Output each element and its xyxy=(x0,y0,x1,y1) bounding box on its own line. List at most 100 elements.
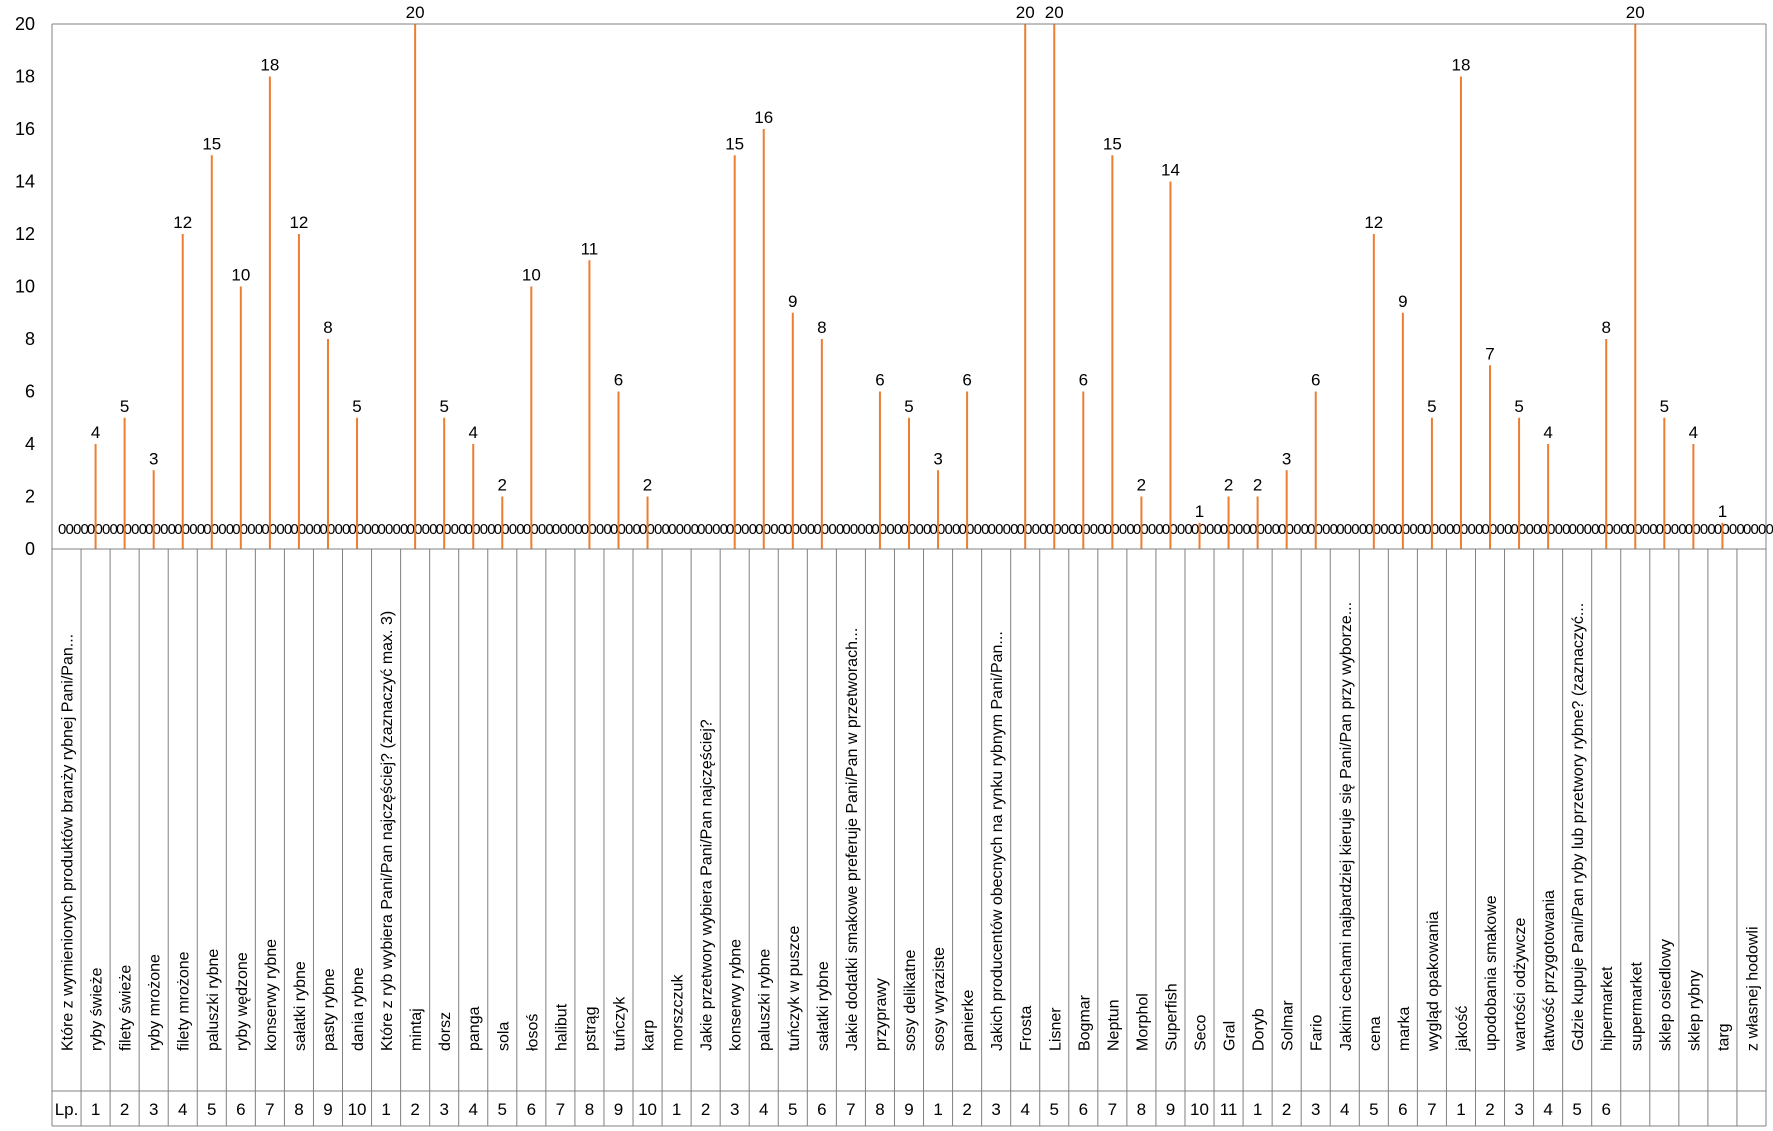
zero-label: 0 xyxy=(974,521,982,538)
zero-label: 0 xyxy=(1133,521,1141,538)
category-label: Jakimi cechami najbardziej kieruje się P… xyxy=(1338,602,1355,1051)
bar xyxy=(1053,24,1056,549)
zero-label: 0 xyxy=(305,521,313,538)
zero-label: 0 xyxy=(662,521,670,538)
lp-label: 1 xyxy=(1253,1100,1262,1119)
lp-label: 5 xyxy=(498,1100,507,1119)
zero-label: 0 xyxy=(1394,521,1402,538)
zero-label: 0 xyxy=(378,521,386,538)
lp-label: 6 xyxy=(1601,1100,1610,1119)
zero-label: 0 xyxy=(1475,521,1483,538)
zero-label: 0 xyxy=(1409,521,1417,538)
zero-label: 0 xyxy=(850,521,858,538)
zero-label: 0 xyxy=(1562,521,1570,538)
zero-label: 0 xyxy=(654,521,662,538)
lp-label: 4 xyxy=(1020,1100,1029,1119)
bar xyxy=(1256,496,1259,549)
bar xyxy=(937,470,940,549)
zero-label: 0 xyxy=(1540,521,1548,538)
data-label: 4 xyxy=(1689,423,1698,442)
lp-label: 2 xyxy=(962,1100,971,1119)
category-label: tuńczyk w puszce xyxy=(786,926,803,1051)
category-label: hipermarket xyxy=(1599,966,1616,1051)
zero-label: 0 xyxy=(487,521,495,538)
y-tick-label: 16 xyxy=(15,119,35,139)
data-label: 7 xyxy=(1485,344,1494,363)
zero-label: 0 xyxy=(886,521,894,538)
zero-label: 0 xyxy=(1373,521,1381,538)
bars xyxy=(94,24,1724,549)
zero-label: 0 xyxy=(1736,521,1744,538)
zero-label: 0 xyxy=(1322,521,1330,538)
zero-label: 0 xyxy=(349,521,357,538)
zero-label: 0 xyxy=(145,521,153,538)
zero-label: 0 xyxy=(284,521,292,538)
category-label: Jakie dodatki smakowe preferuje Pani/Pan… xyxy=(844,628,861,1051)
zero-label: 0 xyxy=(160,521,168,538)
zero-label: 0 xyxy=(422,521,430,538)
lp-label: 2 xyxy=(1282,1100,1291,1119)
zero-label: 0 xyxy=(168,521,176,538)
data-label: 2 xyxy=(498,476,507,495)
y-tick-label: 8 xyxy=(25,329,35,349)
lp-label: 2 xyxy=(410,1100,419,1119)
zero-label: 0 xyxy=(1555,521,1563,538)
lp-label: 5 xyxy=(1050,1100,1059,1119)
lp-label: 6 xyxy=(1079,1100,1088,1119)
data-label: 12 xyxy=(1364,213,1383,232)
zero-label: 0 xyxy=(1685,521,1693,538)
zero-label: 0 xyxy=(313,521,321,538)
zero-label: 0 xyxy=(1750,521,1758,538)
data-label: 15 xyxy=(1103,134,1122,153)
data-label: 1 xyxy=(1718,502,1727,521)
data-label: 3 xyxy=(933,449,942,468)
category-label: marka xyxy=(1396,1006,1413,1051)
zero-label: 0 xyxy=(952,521,960,538)
category-label: Które z wymienionych produktów branży ry… xyxy=(60,634,77,1051)
bar xyxy=(1024,24,1027,549)
zero-label: 0 xyxy=(1003,521,1011,538)
zero-label: 0 xyxy=(1423,521,1431,538)
zero-label: 0 xyxy=(1301,521,1309,538)
zero-label: 0 xyxy=(632,521,640,538)
zero-label: 0 xyxy=(516,521,524,538)
zero-label: 0 xyxy=(734,521,742,538)
zero-label: 0 xyxy=(1053,521,1061,538)
category-label: z własnej hodowli xyxy=(1744,926,1761,1051)
zero-label: 0 xyxy=(197,521,205,538)
lp-label: 8 xyxy=(875,1100,884,1119)
zero-label: 0 xyxy=(1460,521,1468,538)
bar xyxy=(1634,24,1637,549)
bar xyxy=(966,391,969,549)
zero-label: 0 xyxy=(1315,521,1323,538)
data-label: 12 xyxy=(289,213,308,232)
y-tick-label: 12 xyxy=(15,224,35,244)
y-tick-label: 14 xyxy=(15,172,35,192)
zero-label: 0 xyxy=(1380,521,1388,538)
zero-label: 0 xyxy=(668,521,676,538)
lp-label: 8 xyxy=(1137,1100,1146,1119)
zero-label: 0 xyxy=(755,521,763,538)
zero-label: 0 xyxy=(1634,521,1642,538)
zero-label: 0 xyxy=(1140,521,1148,538)
category-label: supermarket xyxy=(1628,962,1645,1051)
zero-label: 0 xyxy=(625,521,633,538)
zero-label: 0 xyxy=(945,521,953,538)
zero-label: 0 xyxy=(1024,521,1032,538)
lp-label: 4 xyxy=(1543,1100,1552,1119)
category-label: morszczuk xyxy=(670,974,687,1051)
zero-label: 0 xyxy=(763,521,771,538)
zero-label: 0 xyxy=(1438,521,1446,538)
category-label: Superfish xyxy=(1163,983,1180,1051)
zero-label: 0 xyxy=(1511,521,1519,538)
zero-label: 0 xyxy=(1220,521,1228,538)
lp-label: 11 xyxy=(1220,1100,1238,1119)
data-label: 6 xyxy=(1311,371,1320,390)
lp-label: 2 xyxy=(701,1100,710,1119)
zero-label: 0 xyxy=(567,521,575,538)
zero-label: 0 xyxy=(588,521,596,538)
category-label: filety świeże xyxy=(118,965,135,1051)
zero-label: 0 xyxy=(1620,521,1628,538)
zero-label: 0 xyxy=(712,521,720,538)
zero-label: 0 xyxy=(1344,521,1352,538)
